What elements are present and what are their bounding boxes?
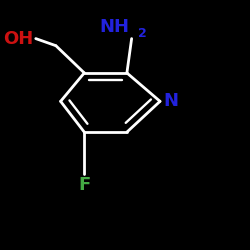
Text: NH: NH [99, 18, 129, 36]
Text: F: F [78, 176, 90, 194]
Text: OH: OH [3, 30, 34, 48]
Text: 2: 2 [138, 27, 146, 40]
Text: N: N [164, 92, 178, 110]
